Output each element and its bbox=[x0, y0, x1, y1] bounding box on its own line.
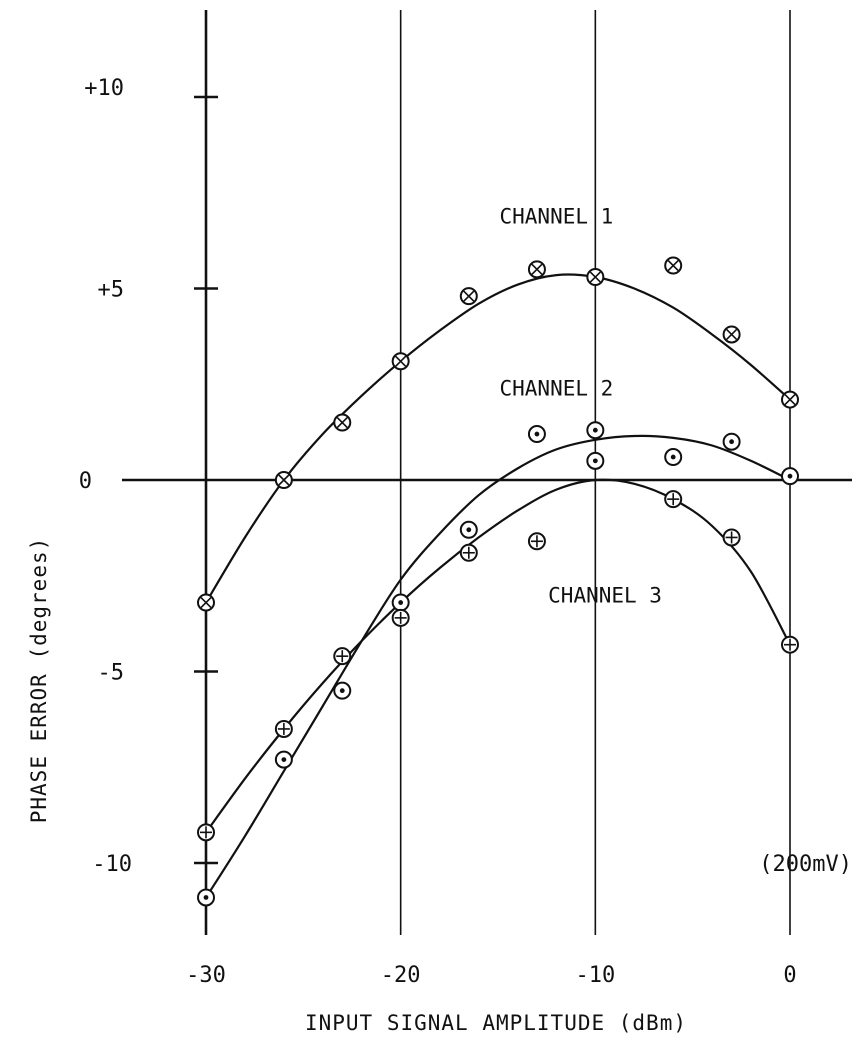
channel-1-point bbox=[274, 471, 293, 489]
channel-3-curve bbox=[205, 478, 791, 834]
channel-2-label: CHANNEL 2 bbox=[500, 377, 614, 401]
channel-1-point bbox=[391, 352, 410, 371]
channel-2-point bbox=[333, 681, 352, 700]
channel-3-point bbox=[527, 532, 546, 551]
channel-3-point bbox=[459, 543, 478, 562]
grid-layer bbox=[122, 10, 852, 935]
channel-3-point bbox=[722, 528, 741, 547]
channel-2-point bbox=[586, 421, 605, 440]
channel-3-point bbox=[664, 490, 683, 509]
channel-2-point bbox=[459, 520, 478, 539]
channel-1-point bbox=[722, 325, 741, 344]
channel-1-point bbox=[459, 287, 478, 306]
channel-3-point bbox=[274, 719, 293, 738]
channel-3-point bbox=[781, 635, 799, 654]
y-tick-label: 0 bbox=[79, 469, 92, 494]
marker-layer bbox=[197, 256, 799, 907]
channel-3-point bbox=[197, 823, 215, 842]
annotation: (200mV) bbox=[759, 852, 852, 877]
channel-2-curve bbox=[205, 434, 791, 899]
y-tick-label: +10 bbox=[84, 76, 124, 101]
channel-1-point bbox=[333, 413, 352, 432]
channel-1-curve bbox=[205, 273, 791, 604]
channel-3-label: CHANNEL 3 bbox=[548, 584, 662, 608]
channel-1-point bbox=[664, 256, 683, 275]
channel-2-point bbox=[391, 593, 410, 612]
channel-1-point bbox=[781, 390, 799, 409]
channel-3-point bbox=[391, 608, 410, 627]
channel-1-point bbox=[527, 260, 546, 279]
channel-2-point bbox=[781, 467, 799, 486]
channel-1-point bbox=[197, 593, 215, 612]
channel-1-label: CHANNEL 1 bbox=[500, 204, 614, 228]
curve-layer bbox=[205, 273, 791, 899]
channel-2-point bbox=[586, 451, 605, 470]
channel-2-point bbox=[274, 750, 293, 769]
x-tick-label: 0 bbox=[783, 963, 796, 988]
y-tick-label: -5 bbox=[98, 661, 125, 686]
text-layer: INPUT SIGNAL AMPLITUDE (dBm) PHASE ERROR… bbox=[27, 76, 852, 1035]
x-tick-label: -20 bbox=[381, 963, 421, 988]
channel-2-point bbox=[664, 448, 683, 467]
channel-1-point bbox=[586, 268, 605, 287]
y-axis-label: PHASE ERROR (degrees) bbox=[27, 537, 51, 824]
channel-3-point bbox=[333, 647, 352, 666]
x-axis-label: INPUT SIGNAL AMPLITUDE (dBm) bbox=[305, 1011, 687, 1035]
y-tick-label: +5 bbox=[98, 278, 125, 303]
channel-2-point bbox=[722, 432, 741, 451]
channel-2-point bbox=[197, 888, 215, 907]
y-tick-label: -10 bbox=[92, 852, 132, 877]
channel-2-point bbox=[527, 425, 546, 444]
x-tick-label: -30 bbox=[186, 963, 226, 988]
x-tick-label: -10 bbox=[575, 963, 615, 988]
